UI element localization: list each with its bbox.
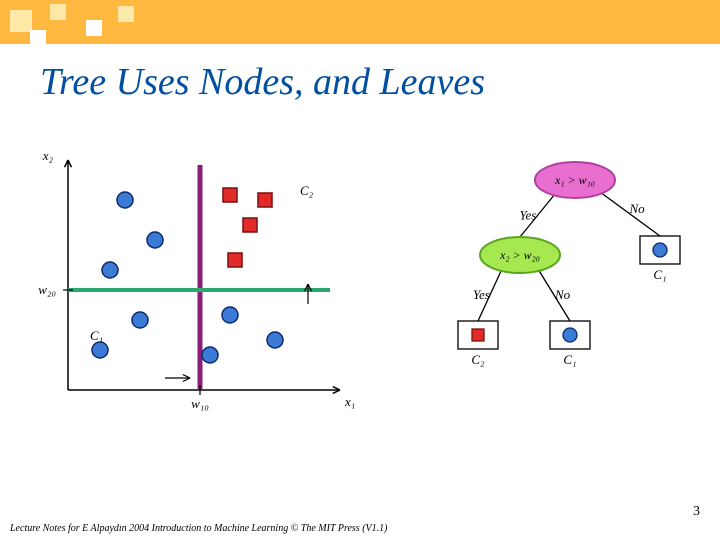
svg-text:C₁: C₁ — [653, 267, 666, 282]
diagram-svg: x₂ x₁ w₂₀ w₁₀ C₁ C₂ Yes No Yes No x₁ > w₁₀ x₂ > w₂… — [0, 140, 720, 480]
svg-text:C₂: C₂ — [471, 352, 485, 367]
svg-text:x₁ > w₁₀: x₁ > w₁₀ — [554, 173, 595, 187]
svg-text:Yes: Yes — [473, 287, 490, 302]
footer-citation: Lecture Notes for E Alpaydın 2004 Introd… — [10, 523, 387, 534]
decision-tree: Yes No Yes No x₁ > w₁₀ x₂ > w₂₀ C₁ C₂ C₁ — [458, 162, 680, 367]
accent-square — [10, 10, 32, 32]
svg-text:No: No — [554, 287, 571, 302]
svg-text:Yes: Yes — [520, 208, 537, 223]
svg-text:x₁: x₁ — [344, 394, 355, 409]
svg-text:w₂₀: w₂₀ — [38, 282, 56, 297]
svg-text:w₁₀: w₁₀ — [191, 396, 209, 411]
scatter-plot: x₂ x₁ w₂₀ w₁₀ C₁ C₂ — [38, 148, 355, 411]
accent-square — [50, 4, 66, 20]
accent-square — [118, 6, 134, 22]
accent-square — [30, 30, 46, 46]
svg-text:C₁: C₁ — [90, 328, 103, 343]
svg-text:C₂: C₂ — [300, 183, 314, 198]
header-band — [0, 0, 720, 44]
svg-text:No: No — [629, 201, 646, 216]
page-number: 3 — [693, 504, 700, 520]
content-area: x₂ x₁ w₂₀ w₁₀ C₁ C₂ Yes No Yes No x₁ > w₁₀ x₂ > w₂… — [0, 140, 720, 480]
svg-text:x₂ > w₂₀: x₂ > w₂₀ — [499, 248, 540, 262]
accent-square — [86, 20, 102, 36]
slide-title: Tree Uses Nodes, and Leaves — [40, 60, 485, 104]
svg-text:C₁: C₁ — [563, 352, 576, 367]
svg-text:x₂: x₂ — [42, 148, 54, 163]
